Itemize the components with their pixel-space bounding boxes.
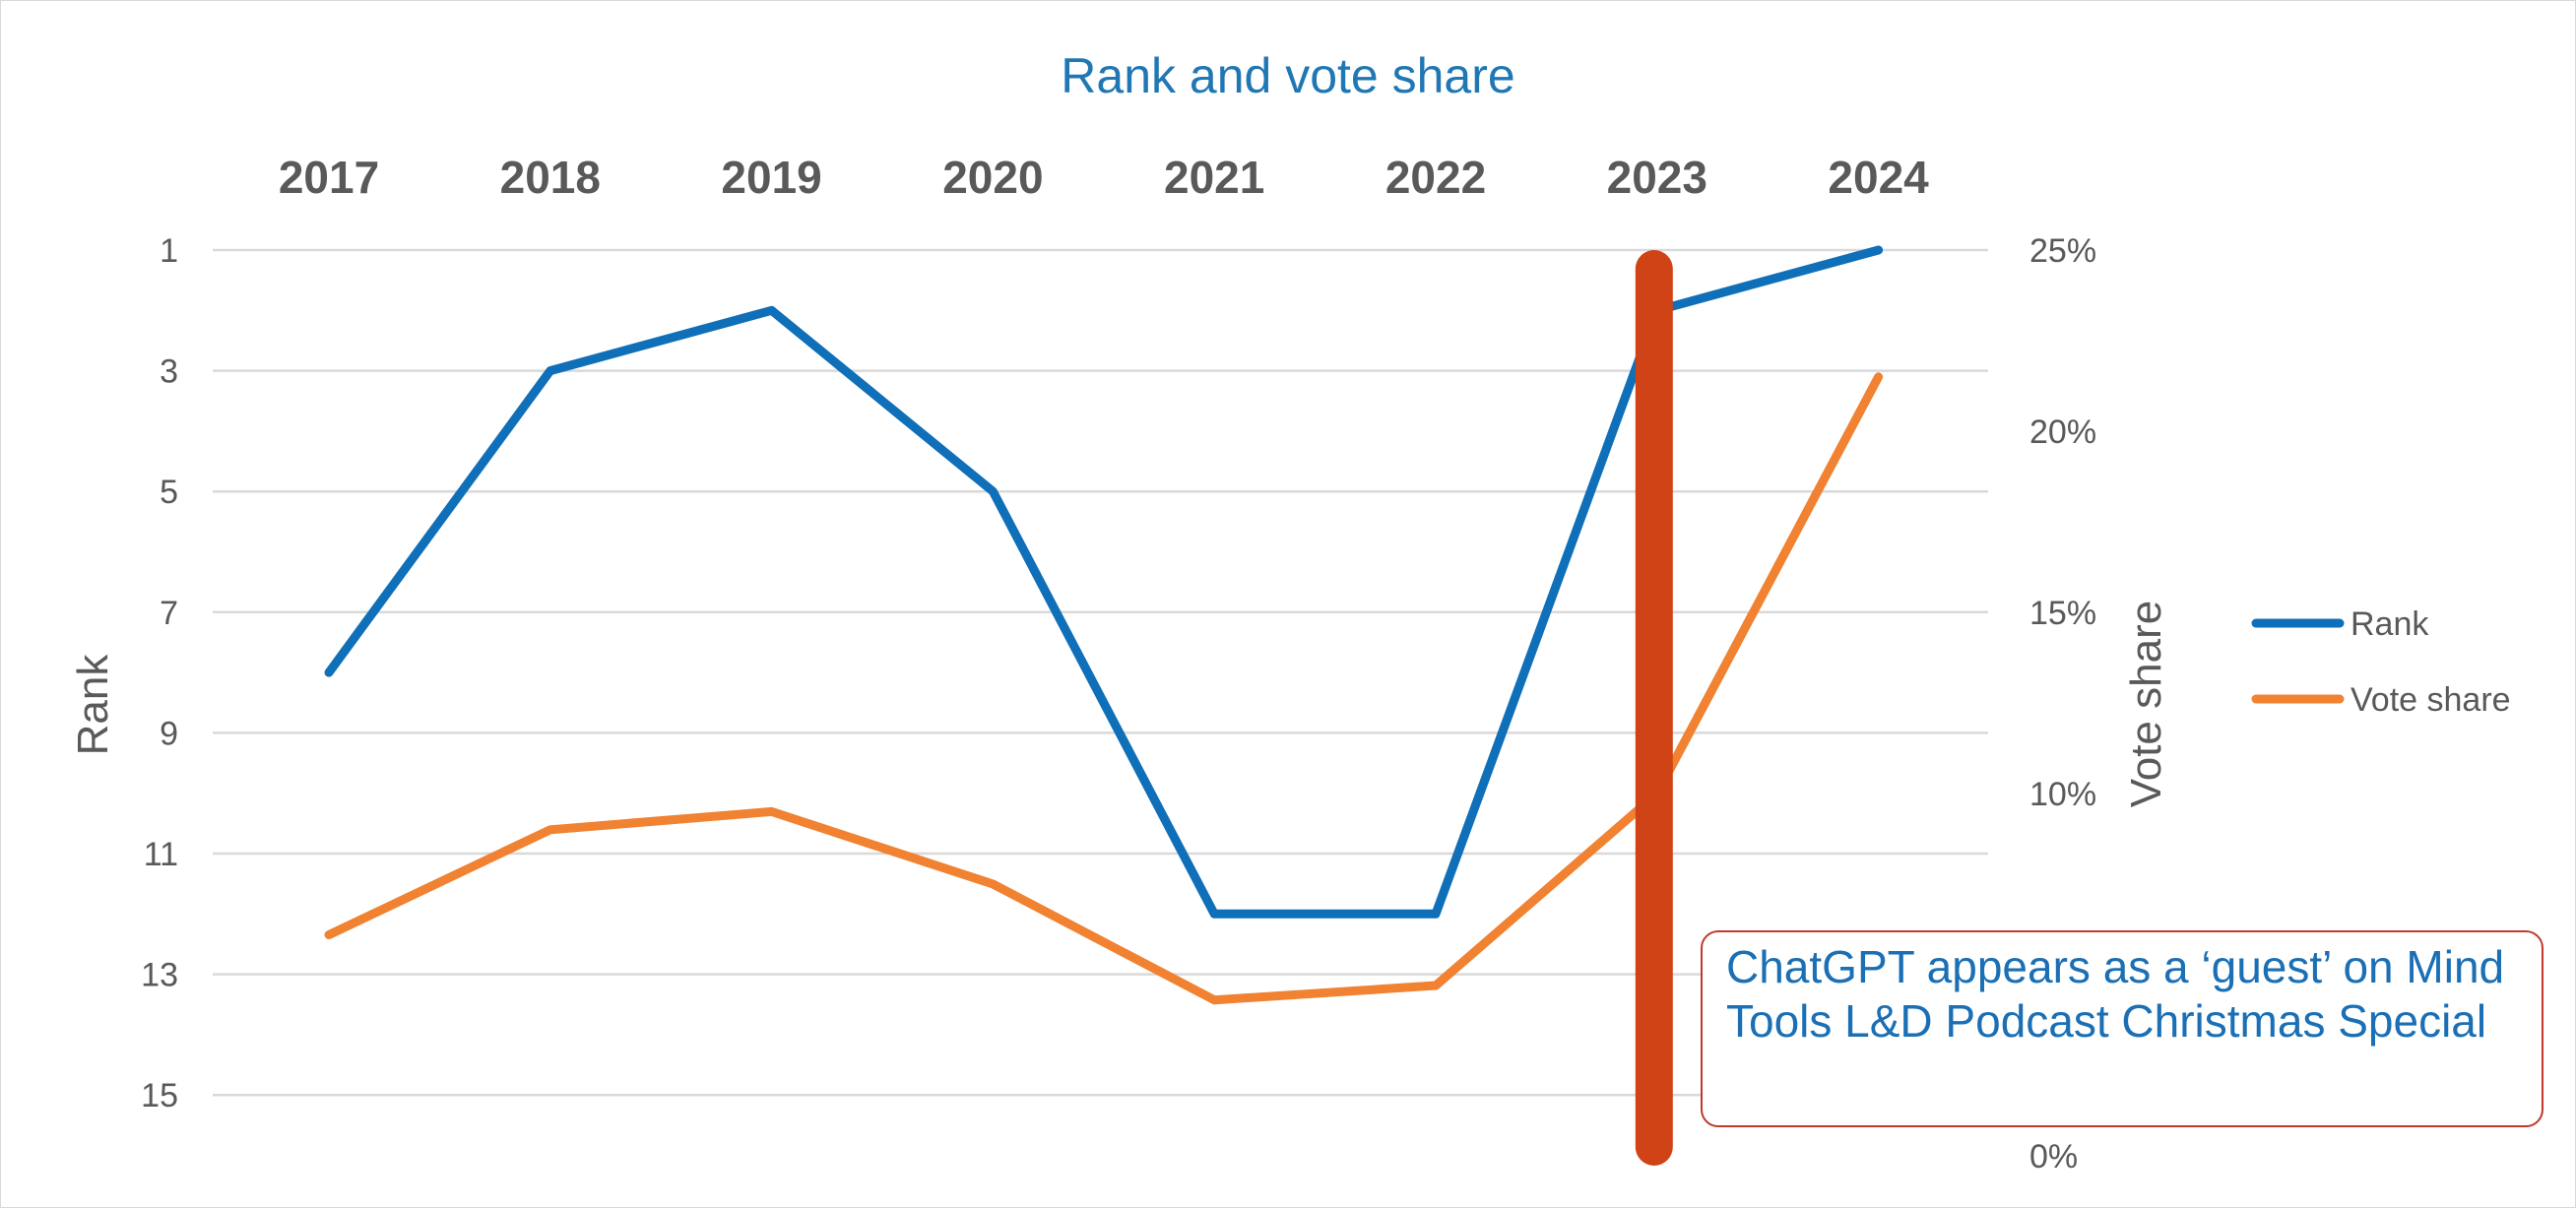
gridlines (213, 248, 1988, 1097)
left-tick-label: 11 (144, 836, 178, 873)
year-label: 2024 (1828, 152, 1929, 203)
left-axis-title: Rank (69, 654, 117, 756)
year-label: 2021 (1164, 152, 1264, 203)
annotation-text: ChatGPT appears as a ‘guest’ on Mind Too… (1726, 941, 2505, 1047)
right-tick-label: 0% (2029, 1138, 2078, 1176)
year-label: 2017 (279, 152, 379, 203)
legend: Rank Vote share (2251, 605, 2511, 719)
right-tick-label: 25% (2029, 232, 2096, 270)
left-tick-label: 5 (160, 474, 178, 511)
year-label: 2018 (500, 152, 601, 203)
chart-title: Rank and vote share (1061, 48, 1514, 103)
legend-label: Rank (2351, 605, 2429, 643)
annotation-callout: ChatGPT appears as a ‘guest’ on Mind Too… (1701, 930, 2544, 1127)
right-tick-label: 20% (2029, 413, 2096, 451)
left-tick-label: 9 (160, 715, 178, 752)
year-label: 2020 (942, 152, 1043, 203)
year-label: 2023 (1607, 152, 1707, 203)
left-tick-label: 15 (141, 1077, 178, 1114)
left-tick-label: 7 (160, 595, 178, 632)
legend-label: Vote share (2351, 681, 2511, 719)
right-tick-label: 15% (2029, 595, 2096, 632)
year-label: 2022 (1385, 152, 1486, 203)
right-axis-title: Vote share (2122, 601, 2170, 807)
year-label: 2019 (721, 152, 821, 203)
year-labels: 2017 2018 2019 2020 2021 2022 2023 2024 (279, 152, 1929, 203)
rank-line (324, 245, 1884, 919)
left-tick-label: 13 (141, 957, 178, 994)
vote-share-line (324, 372, 1884, 1005)
left-tick-label: 3 (160, 353, 178, 391)
right-tick-label: 10% (2029, 776, 2096, 813)
left-tick-label: 1 (160, 232, 178, 270)
right-axis-ticks: 25% 20% 15% 10% 0% (2029, 232, 2096, 1176)
series-lines (324, 245, 1884, 1005)
